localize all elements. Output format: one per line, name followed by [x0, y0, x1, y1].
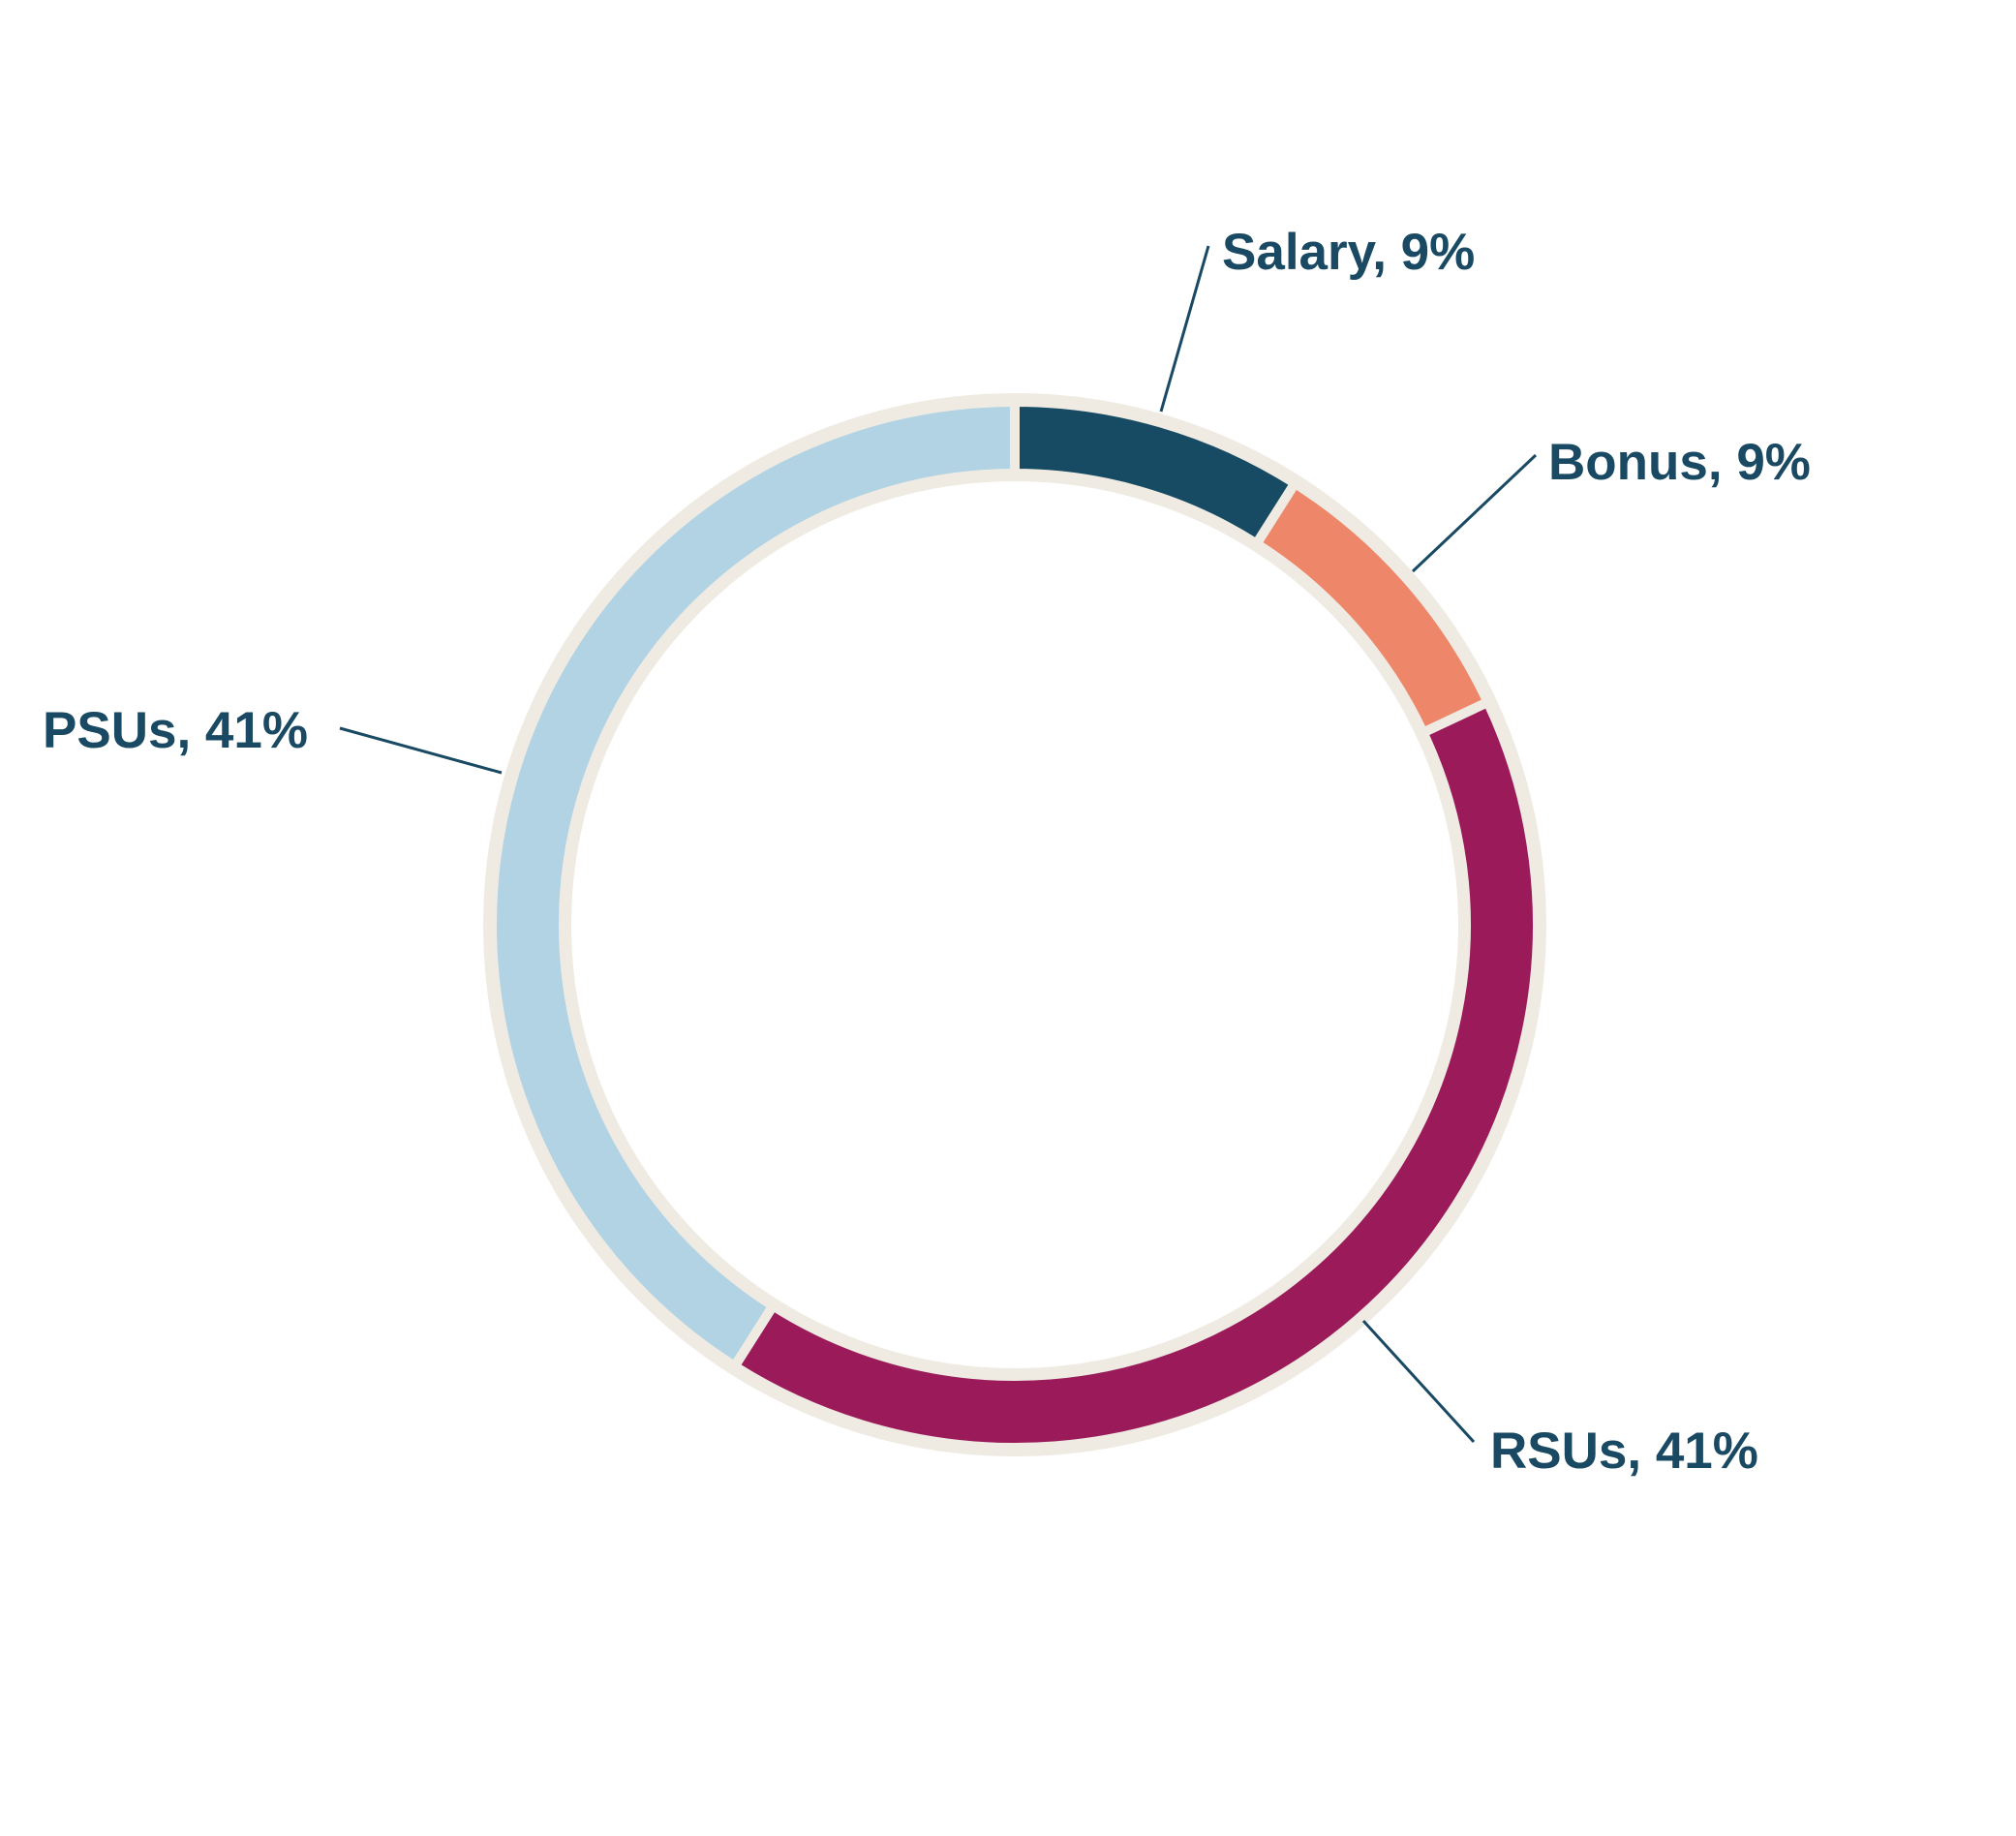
leader-line — [1361, 1319, 1476, 1444]
data-label: Bonus, 9% — [1548, 434, 1811, 491]
donut-segment — [1010, 396, 1302, 551]
data-label: Salary, 9% — [1222, 224, 1475, 281]
donut-segment — [1249, 476, 1495, 740]
leader-line — [1159, 245, 1210, 413]
data-label: RSUs, 41% — [1490, 1423, 1758, 1480]
data-label: PSUs, 41% — [43, 702, 308, 759]
donut-segment — [486, 396, 1020, 1373]
segments — [486, 396, 1543, 1453]
leader-line — [1411, 453, 1538, 573]
leader-line — [339, 726, 503, 775]
donut-segment — [727, 695, 1543, 1453]
